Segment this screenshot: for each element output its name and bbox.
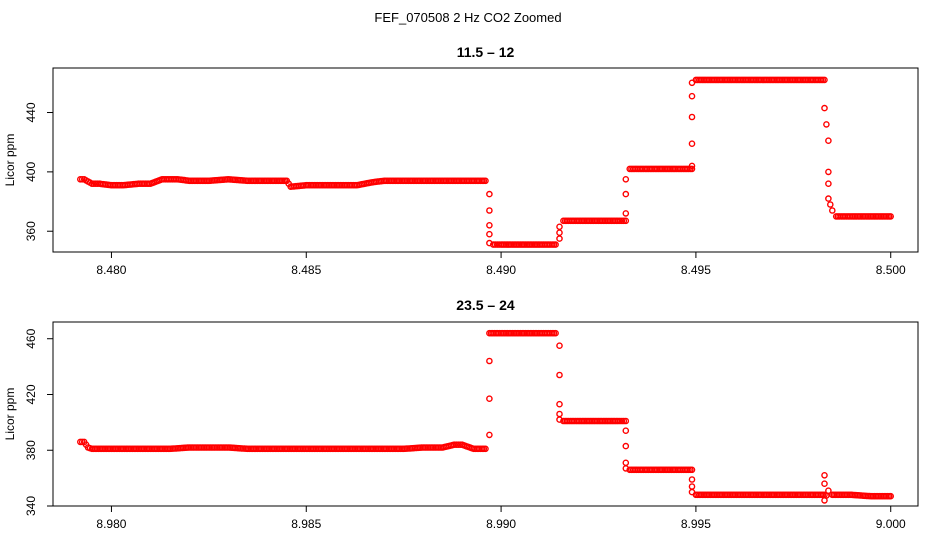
plot-frame [52, 321, 919, 507]
data-point [887, 213, 895, 220]
x-tick-label: 8.480 [96, 263, 126, 277]
x-tick-label: 8.990 [486, 517, 516, 531]
data-point [622, 465, 630, 472]
data-point [486, 221, 493, 229]
data-point [556, 223, 563, 231]
data-point [688, 476, 696, 483]
data-point [688, 140, 696, 147]
x-tick-label: 8.980 [96, 517, 126, 531]
data-point [821, 471, 828, 479]
data-point [622, 417, 630, 425]
data-point [556, 416, 563, 423]
y-tick-label: 460 [24, 328, 38, 348]
data-point [821, 76, 828, 84]
data-point [825, 137, 832, 144]
data-point [827, 201, 834, 208]
data-point [552, 241, 559, 248]
data-point [486, 230, 493, 238]
data-point [622, 175, 630, 183]
data-point [486, 357, 493, 365]
data-series [77, 76, 895, 248]
data-point [688, 483, 696, 490]
data-point [688, 92, 696, 100]
panel-bottom: 23.5 – 24 8.980 8.985 8.990 8.995 9.000 340 380… [3, 297, 919, 531]
data-point [622, 190, 630, 198]
figure-title: FEF_070508 2 Hz CO2 Zoomed [374, 10, 561, 25]
y-axis-title: Licor ppm [3, 388, 17, 441]
data-series [77, 329, 895, 504]
data-point [622, 217, 630, 225]
data-point [825, 487, 832, 495]
x-tick-label: 8.995 [681, 517, 711, 531]
data-point [821, 480, 828, 488]
data-point [556, 229, 563, 236]
data-point [688, 466, 696, 474]
data-point [552, 329, 559, 337]
data-point [688, 113, 696, 121]
data-point [622, 210, 630, 217]
plot-frame [52, 67, 919, 253]
x-tick-label: 8.490 [486, 263, 516, 277]
x-tick-label: 8.485 [291, 263, 321, 277]
data-point [821, 104, 828, 112]
data-point [688, 165, 696, 173]
panel-title: 11.5 – 12 [457, 44, 515, 60]
data-point [825, 195, 832, 202]
y-axis-title: Licor ppm [3, 134, 17, 187]
x-tick-label: 8.985 [291, 517, 321, 531]
y-tick-label: 360 [24, 221, 38, 241]
data-point [556, 235, 563, 242]
data-point [486, 190, 493, 198]
data-point [556, 342, 563, 350]
y-tick-label: 380 [24, 440, 38, 460]
data-point [486, 395, 493, 403]
data-point [622, 427, 630, 435]
data-point [486, 207, 493, 214]
data-point [622, 459, 630, 467]
y-tick-label: 400 [24, 162, 38, 182]
panel-top: 11.5 – 12 8.480 8.485 8.490 8.495 8.500 360 400… [3, 44, 919, 277]
data-point [688, 162, 696, 170]
panel-title: 23.5 – 24 [456, 297, 515, 313]
x-tick-label: 8.500 [876, 263, 906, 277]
data-point [823, 121, 830, 128]
data-point [556, 371, 563, 379]
y-tick-label: 420 [24, 384, 38, 404]
data-point [556, 400, 563, 408]
data-point [887, 492, 895, 500]
y-tick-label: 340 [24, 496, 38, 516]
data-point [825, 168, 832, 176]
x-tick-label: 9.000 [876, 517, 906, 531]
y-tick-label: 440 [24, 102, 38, 122]
data-point [556, 410, 563, 418]
data-point [486, 431, 493, 439]
data-point [829, 207, 836, 214]
x-tick-label: 8.495 [681, 263, 711, 277]
data-point [825, 180, 832, 187]
data-point [622, 442, 630, 450]
data-point [482, 177, 489, 185]
data-point [482, 445, 489, 453]
data-point [486, 239, 493, 247]
